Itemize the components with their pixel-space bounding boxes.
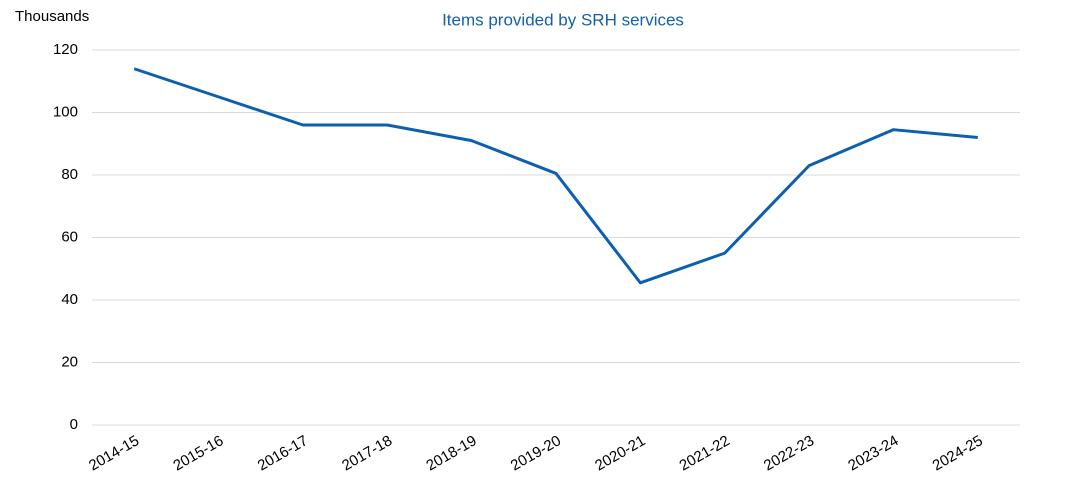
x-tick-label: 2020-21 [592,432,648,474]
x-tick-label: 2019-20 [508,432,564,474]
y-tick-label: 60 [61,228,78,245]
x-tick-label: 2018-19 [423,432,479,474]
y-tick-label: 120 [53,41,78,58]
x-tick-label: 2024-25 [930,432,986,474]
y-tick-label: 20 [61,353,78,370]
x-tick-label: 2015-16 [170,432,226,474]
y-tick-label: 80 [61,166,78,183]
y-tick-label: 0 [70,416,78,433]
x-tick-label: 2023-24 [845,432,901,474]
x-tick-label: 2021-22 [677,432,733,474]
y-tick-label: 40 [61,291,78,308]
y-axis-label: Thousands [15,8,89,25]
x-tick-label: 2022-23 [761,432,817,474]
x-tick-label: 2014-15 [86,432,142,474]
x-tick-label: 2016-17 [255,432,311,474]
chart-title: Items provided by SRH services [442,10,684,29]
y-tick-label: 100 [53,103,78,120]
x-tick-label: 2017-18 [339,432,395,474]
data-line [133,67,978,285]
